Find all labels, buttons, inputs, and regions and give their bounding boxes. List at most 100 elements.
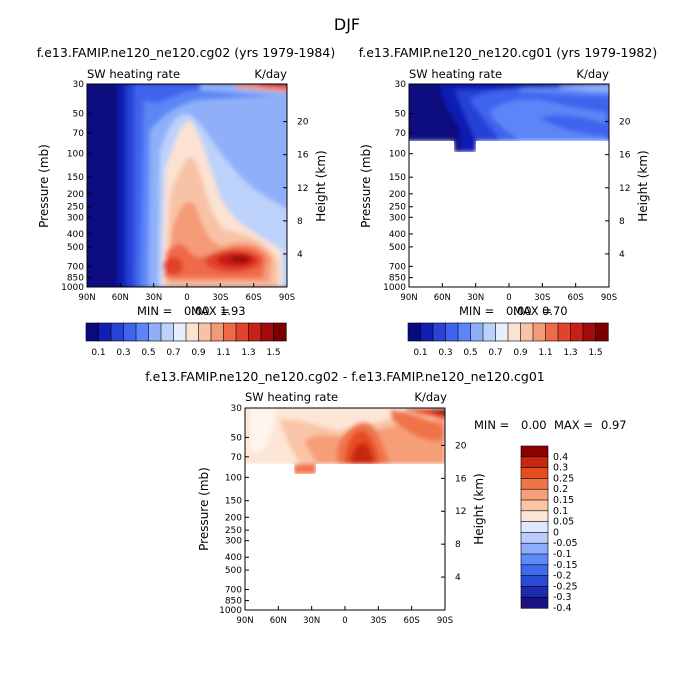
pressure-tick-label: 70 <box>395 129 407 139</box>
y-axis-label: Pressure (mb) <box>37 144 51 228</box>
figure-title: DJF <box>334 15 360 34</box>
height-tick-label: 12 <box>619 184 630 194</box>
height-tick-label: 4 <box>619 250 625 260</box>
contour-field <box>87 84 287 287</box>
colorbar-swatch <box>432 322 447 342</box>
colorbar-swatch <box>520 510 549 523</box>
panel-title: f.e13.FAMIP.ne120_ne120.cg02 - f.e13.FAM… <box>145 369 545 384</box>
pressure-tick-label: 200 <box>389 190 406 200</box>
height-tick-label: 4 <box>455 573 461 583</box>
latitude-tick-label: 30N <box>303 616 320 626</box>
colorbar-swatch <box>520 553 549 566</box>
colorbar-label: 0.1 <box>91 348 105 358</box>
pressure-tick-label: 200 <box>67 190 84 200</box>
colorbar-swatch <box>520 467 549 480</box>
height-tick-label: 8 <box>297 217 303 227</box>
pressure-tick-label: 1000 <box>61 283 84 293</box>
colorbar-swatch <box>445 322 459 342</box>
min-value: 0.00 <box>506 304 532 318</box>
height-tick-label: 8 <box>619 217 625 227</box>
colorbar-swatch <box>545 322 559 342</box>
min-label: MIN = <box>137 304 172 318</box>
right-label: K/day <box>576 67 609 81</box>
pressure-tick-label: 300 <box>67 213 84 223</box>
pressure-tick-label: 1000 <box>383 283 406 293</box>
colorbar-swatch <box>420 322 434 342</box>
contour-field <box>409 84 609 287</box>
left-label: SW heating rate <box>87 67 180 81</box>
left-label: SW heating rate <box>409 67 502 81</box>
latitude-tick-label: 30S <box>212 293 228 303</box>
colorbar-swatch <box>557 322 572 342</box>
latitude-tick-label: 90N <box>78 293 95 303</box>
pressure-tick-label: 50 <box>73 110 85 120</box>
colorbar-label: 0.3 <box>553 463 568 474</box>
colorbar-label: 0.2 <box>553 484 568 495</box>
max-label: MAX = <box>191 304 230 318</box>
pressure-tick-label: 50 <box>395 110 407 120</box>
colorbar-swatch <box>520 445 549 458</box>
latitude-tick-label: 30S <box>534 293 550 303</box>
colorbar-swatch <box>520 488 549 501</box>
min-label: MIN = <box>459 304 494 318</box>
colorbar-cg01: 0.1 0.3 0.5 0.7 0.9 1.1 1.3 1.5 <box>407 322 609 358</box>
colorbar-swatch <box>160 322 175 342</box>
pressure-tick-label: 150 <box>225 497 242 507</box>
colorbar-swatch <box>407 322 422 342</box>
colorbar-label: 0.1 <box>413 348 427 358</box>
colorbar-swatch <box>210 322 225 342</box>
panel-cg01: f.e13.FAMIP.ne120_ne120.cg01 (yrs 1979-1… <box>359 45 657 358</box>
colorbar-swatch <box>570 322 584 342</box>
colorbar-swatch <box>235 322 250 342</box>
colorbar-swatch <box>520 586 549 598</box>
latitude-tick-label: 90N <box>236 616 253 626</box>
colorbar-swatch <box>148 322 162 342</box>
colorbar-swatch <box>520 521 549 533</box>
colorbar-swatch <box>185 322 200 342</box>
y2-axis-label: Height (km) <box>314 150 328 221</box>
colorbar-swatch <box>520 575 549 587</box>
max-label: MAX = <box>554 418 593 432</box>
height-tick-label: 4 <box>297 250 303 260</box>
max-value: 0.97 <box>601 418 627 432</box>
pressure-tick-label: 400 <box>389 230 406 240</box>
pressure-tick-label: 500 <box>389 243 406 253</box>
pressure-tick-label: 700 <box>389 262 406 272</box>
max-value: 1.93 <box>220 304 246 318</box>
y-axis-label: Pressure (mb) <box>197 467 211 551</box>
colorbar-swatch <box>520 596 549 609</box>
pressure-tick-label: 250 <box>389 203 406 213</box>
colorbar-label: -0.1 <box>553 549 572 560</box>
pressure-tick-label: 50 <box>231 433 243 443</box>
colorbar-swatch <box>520 532 549 544</box>
colorbar-swatch <box>482 322 497 342</box>
colorbar-label: 0.4 <box>553 452 568 463</box>
latitude-tick-label: 60S <box>404 616 420 626</box>
pressure-tick-label: 100 <box>389 150 406 160</box>
panel-title: f.e13.FAMIP.ne120_ne120.cg02 (yrs 1979-1… <box>37 45 335 60</box>
panel-difference: f.e13.FAMIP.ne120_ne120.cg02 - f.e13.FAM… <box>145 369 626 626</box>
height-tick-label: 12 <box>455 507 466 517</box>
pressure-tick-label: 250 <box>225 526 242 536</box>
pressure-tick-label: 500 <box>67 243 84 253</box>
colorbar-swatch <box>273 322 287 342</box>
right-label: K/day <box>414 390 447 404</box>
height-tick-label: 8 <box>455 540 461 550</box>
latitude-tick-label: 30S <box>370 616 386 626</box>
latitude-tick-label: 90S <box>601 293 617 303</box>
y2-axis-label: Height (km) <box>636 150 650 221</box>
y2-axis-label: Height (km) <box>472 473 486 544</box>
colorbar-label: 0.9 <box>513 348 528 358</box>
height-tick-label: 16 <box>619 151 631 161</box>
colorbar-swatch <box>198 322 212 342</box>
colorbar-swatch <box>85 322 100 342</box>
latitude-tick-label: 0 <box>184 293 189 303</box>
colorbar-cg02: 0.1 0.3 0.5 0.7 0.9 1.1 1.3 1.5 <box>85 322 287 358</box>
pressure-tick-label: 100 <box>67 150 84 160</box>
colorbar-label: -0.05 <box>553 538 578 549</box>
pressure-tick-label: 300 <box>389 213 406 223</box>
height-tick-label: 20 <box>297 118 309 128</box>
pressure-tick-label: 150 <box>389 173 406 183</box>
colorbar-swatch <box>495 322 509 342</box>
